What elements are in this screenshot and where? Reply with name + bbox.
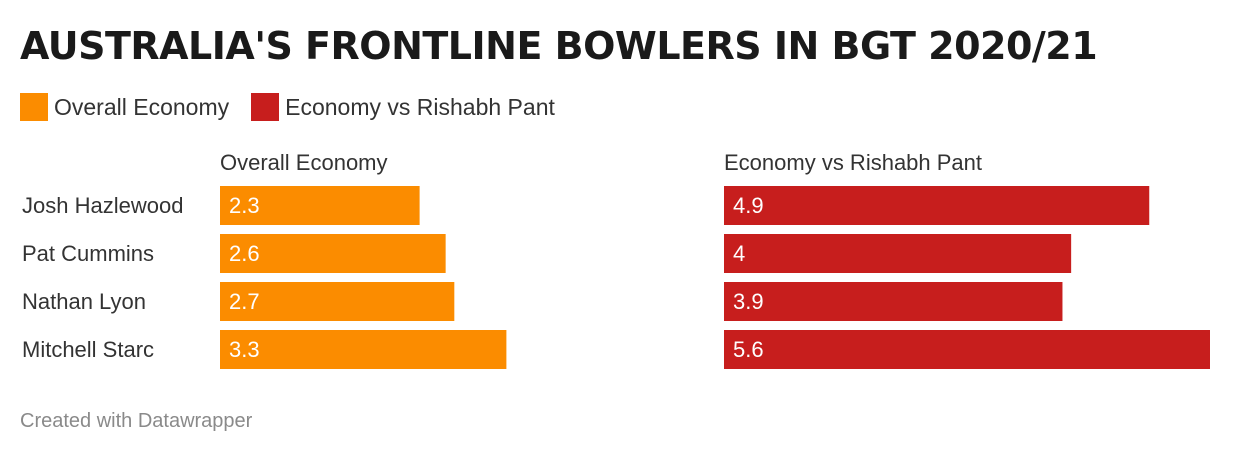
data-label-economy-vs-rishabh-pant-mitchell-starc: 5.6 xyxy=(733,337,764,362)
data-label-overall-economy-pat-cummins: 2.6 xyxy=(229,241,260,266)
credit-footer: Created with Datawrapper xyxy=(20,410,253,432)
legend-swatch-vs-pant xyxy=(251,93,280,121)
legend-item-overall: Overall Economy xyxy=(20,93,229,121)
bar-overall-economy-nathan-lyon xyxy=(220,282,455,321)
data-label-overall-economy-nathan-lyon: 2.7 xyxy=(229,289,260,314)
data-label-overall-economy-josh-hazlewood: 2.3 xyxy=(229,193,260,218)
legend-swatch-overall xyxy=(20,93,48,121)
category-label-josh-hazlewood: Josh Hazlewood xyxy=(22,193,183,218)
bar-overall-economy-mitchell-starc xyxy=(220,330,507,369)
bar-chart: Josh Hazlewood Pat Cummins Nathan Lyon Mitc… xyxy=(22,150,1210,369)
data-label-overall-economy-mitchell-starc: 3.3 xyxy=(229,337,260,362)
legend-item-vs-pant: Economy vs Rishabh Pant xyxy=(251,93,555,121)
panel-header-overall-economy: Overall Economy xyxy=(220,150,388,175)
bar-economy-vs-rishabh-pant-nathan-lyon xyxy=(724,282,1063,321)
panel-header-economy-vs-rishabh-pant: Economy vs Rishabh Pant xyxy=(724,150,982,175)
data-label-economy-vs-rishabh-pant-nathan-lyon: 3.9 xyxy=(733,289,764,314)
bar-economy-vs-rishabh-pant-mitchell-starc xyxy=(724,330,1210,369)
category-label-pat-cummins: Pat Cummins xyxy=(22,241,154,266)
bar-overall-economy-pat-cummins xyxy=(220,234,446,273)
legend: Overall Economy Economy vs Rishabh Pant xyxy=(20,92,577,122)
chart-title: AUSTRALIA'S FRONTLINE BOWLERS IN BGT 202… xyxy=(20,24,1098,68)
legend-label-vs-pant: Economy vs Rishabh Pant xyxy=(285,93,555,120)
data-label-economy-vs-rishabh-pant-pat-cummins: 4 xyxy=(733,241,745,266)
data-label-economy-vs-rishabh-pant-josh-hazlewood: 4.9 xyxy=(733,193,764,218)
bar-overall-economy-josh-hazlewood xyxy=(220,186,420,225)
bar-economy-vs-rishabh-pant-pat-cummins xyxy=(724,234,1072,273)
bar-economy-vs-rishabh-pant-josh-hazlewood xyxy=(724,186,1150,225)
category-label-nathan-lyon: Nathan Lyon xyxy=(22,289,146,314)
legend-label-overall: Overall Economy xyxy=(54,93,230,120)
category-label-mitchell-starc: Mitchell Starc xyxy=(22,337,154,362)
